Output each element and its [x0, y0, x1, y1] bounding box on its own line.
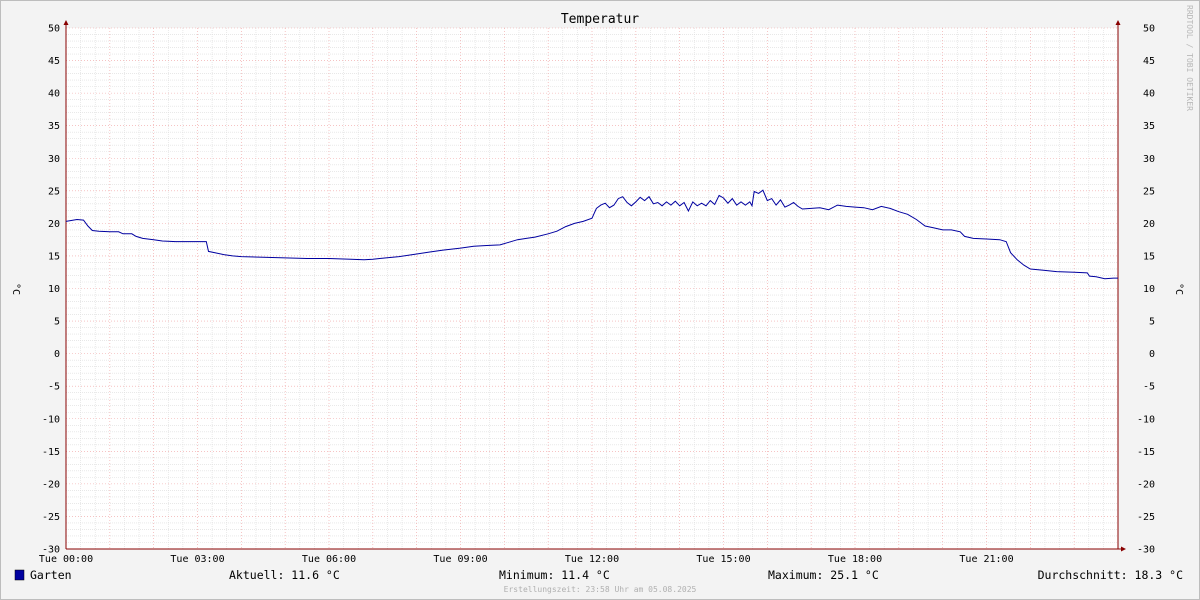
y-tick-label-left: -20	[42, 479, 60, 490]
x-tick-label: Tue 06:00	[302, 554, 356, 565]
y-tick-label-right: -30	[1137, 545, 1155, 556]
y-tick-label-left: 10	[48, 284, 60, 295]
y-tick-label-left: 30	[48, 154, 60, 165]
legend-series-name: Garten	[30, 568, 72, 582]
y-tick-label-right: -15	[1137, 447, 1155, 458]
legend-current: Aktuell: 11.6 °C	[229, 568, 340, 582]
y-tick-label-left: 25	[48, 186, 60, 197]
y-tick-label-left: -15	[42, 447, 60, 458]
y-tick-label-left: 5	[54, 317, 60, 328]
x-axis-arrow	[1121, 546, 1126, 552]
y-tick-label-right: -25	[1137, 512, 1155, 523]
y-tick-label-left: 45	[48, 56, 60, 67]
legend-color-swatch	[14, 569, 25, 581]
y-tick-label-right: 0	[1149, 349, 1155, 360]
y-tick-label-left: 35	[48, 121, 60, 132]
series-line-garten	[65, 189, 1118, 280]
y-axis-left-arrow	[63, 20, 69, 25]
y-tick-label-left: -5	[48, 382, 60, 393]
y-tick-label-right: 15	[1143, 251, 1155, 262]
y-tick-label-right: 20	[1143, 219, 1155, 230]
y-tick-label-right: 45	[1143, 56, 1155, 67]
creation-time-footer: Erstellungszeit: 23:58 Uhr am 05.08.2025	[504, 585, 697, 594]
y-tick-label-right: 25	[1143, 186, 1155, 197]
grid-layer	[65, 27, 1119, 550]
series-layer	[65, 189, 1118, 280]
y-axis-label-left: °C	[10, 283, 21, 295]
x-tick-label: Tue 15:00	[696, 554, 750, 565]
y-tick-label-left: -30	[42, 545, 60, 556]
y-tick-label-right: 50	[1143, 24, 1155, 35]
y-tick-label-left: 0	[54, 349, 60, 360]
y-tick-label-right: -5	[1143, 382, 1155, 393]
legend-maximum: Maximum: 25.1 °C	[768, 568, 879, 582]
y-tick-label-left: -25	[42, 512, 60, 523]
y-tick-label-left: 15	[48, 251, 60, 262]
y-tick-label-left: -10	[42, 414, 60, 425]
y-tick-label-left: 20	[48, 219, 60, 230]
x-tick-label: Tue 09:00	[433, 554, 487, 565]
rrdtool-watermark: RRDTOOL / TOBI OETIKER	[1185, 5, 1194, 111]
x-tick-label: Tue 18:00	[828, 554, 882, 565]
y-tick-label-left: 50	[48, 24, 60, 35]
y-tick-label-right: -10	[1137, 414, 1155, 425]
x-tick-label: Tue 00:00	[39, 554, 93, 565]
y-axis-right-arrow	[1115, 20, 1121, 25]
legend-average: Durchschnitt: 18.3 °C	[1038, 568, 1183, 582]
y-axis-label-right: °C	[1173, 283, 1184, 295]
x-tick-label: Tue 12:00	[565, 554, 619, 565]
y-tick-label-right: 30	[1143, 154, 1155, 165]
y-tick-label-right: 10	[1143, 284, 1155, 295]
x-tick-label: Tue 03:00	[170, 554, 224, 565]
chart-title: Temperatur	[561, 12, 639, 27]
y-tick-label-right: -20	[1137, 479, 1155, 490]
legend-minimum: Minimum: 11.4 °C	[499, 568, 610, 582]
y-tick-label-right: 40	[1143, 89, 1155, 100]
y-tick-label-left: 40	[48, 89, 60, 100]
x-tick-label: Tue 21:00	[959, 554, 1013, 565]
y-tick-label-right: 35	[1143, 121, 1155, 132]
y-tick-label-right: 5	[1149, 317, 1155, 328]
